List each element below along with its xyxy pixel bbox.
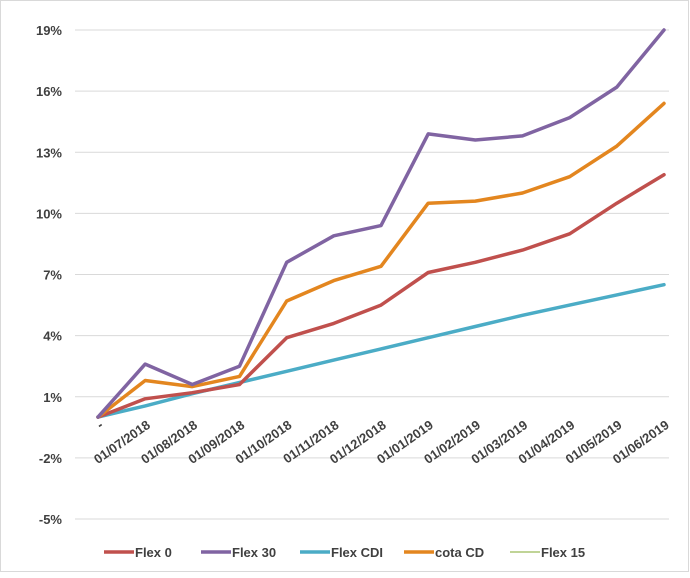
y-tick-label: 19% [36, 23, 62, 38]
series-line-flex-30 [96, 28, 666, 419]
series-line-flex-15 [97, 102, 665, 418]
legend-label: Flex 30 [232, 545, 276, 560]
legend-label: cota CD [435, 545, 484, 560]
legend-label: Flex 15 [541, 545, 585, 560]
series-line-cota-cd [96, 101, 666, 419]
x-axis-ticks: -01/07/201801/08/201801/09/201801/10/201… [91, 417, 672, 467]
y-tick-label: -5% [39, 512, 63, 527]
y-tick-label: -2% [39, 451, 63, 466]
y-tick-label: 4% [43, 329, 62, 344]
y-tick-label: 13% [36, 145, 62, 160]
y-tick-label: 16% [36, 84, 62, 99]
legend: Flex 0 Flex 30 Flex CDI cota CD Flex 15 [104, 545, 585, 560]
y-tick-label: 10% [36, 206, 62, 221]
series-lines [96, 28, 666, 419]
x-tick-label: - [94, 417, 106, 432]
y-tick-label: 7% [43, 268, 62, 283]
y-axis-ticks: 19% 16% 13% 10% 7% 4% 1% -2% -5% [36, 23, 62, 527]
legend-label: Flex CDI [331, 545, 383, 560]
series-line-flex-0 [96, 172, 666, 419]
y-tick-label: 1% [43, 390, 62, 405]
legend-label: Flex 0 [135, 545, 172, 560]
